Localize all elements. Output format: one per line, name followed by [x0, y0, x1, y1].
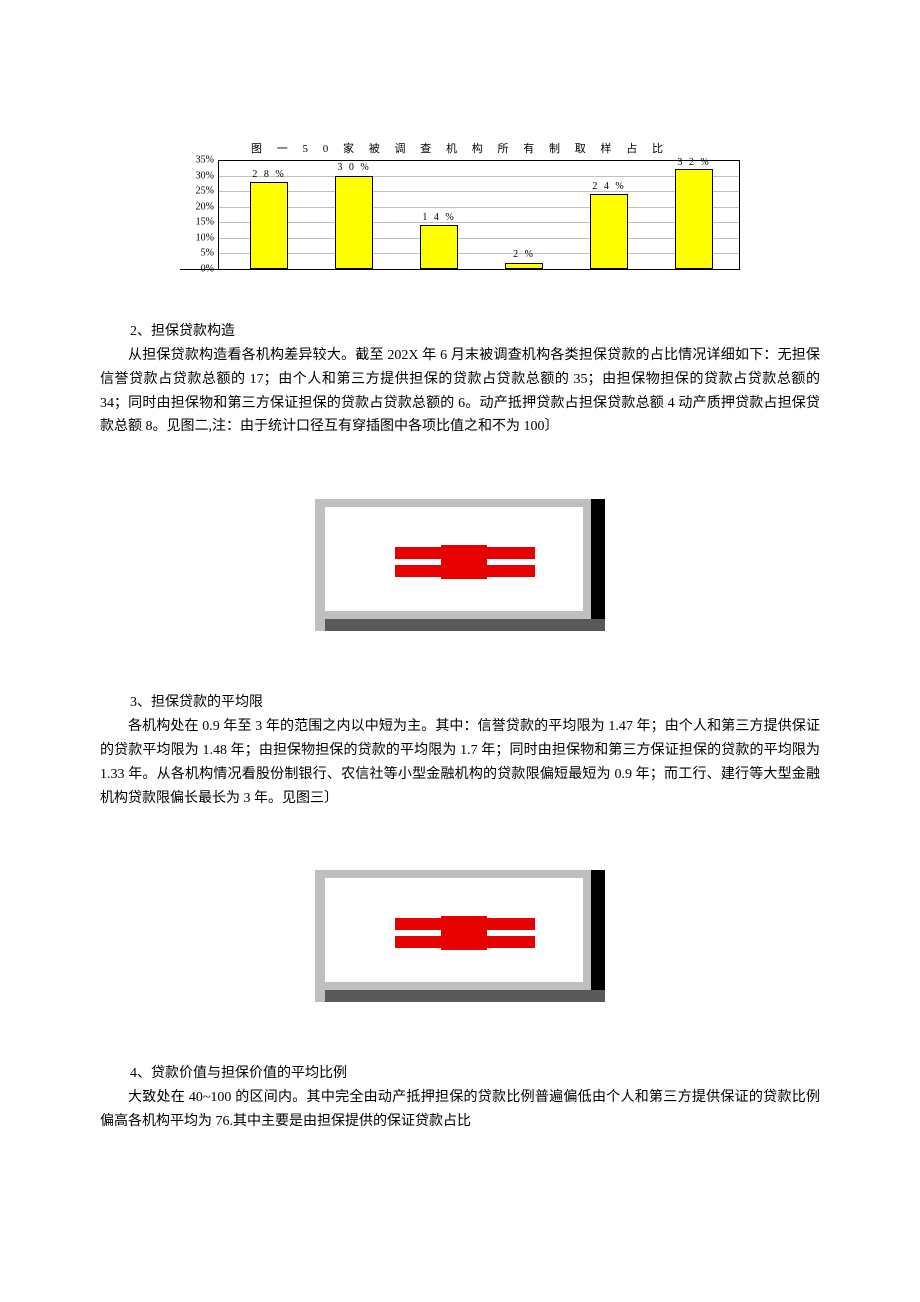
section4-heading: 4、贷款价值与担保价值的平均比例 — [130, 1062, 820, 1082]
chart1-bar-label: 1 4 % — [414, 212, 464, 223]
figure-two-placeholder — [315, 499, 605, 631]
chart1-ytick: 5% — [180, 248, 214, 259]
section2-heading: 2、担保贷款构造 — [130, 320, 820, 340]
section4-paragraph: 大致处在 40~100 的区间内。其中完全由动产抵押担保的贷款比例普遍偏低由个人… — [100, 1086, 820, 1134]
chart1-plot: 35% 30% 25% 20% 15% 10% 5% 0% 2 8 % 3 0 … — [180, 160, 740, 270]
section3-heading: 3、担保贷款的平均限 — [130, 691, 820, 711]
section2-paragraph: 从担保贷款构造看各机构差异较大。截至 202X 年 6 月末被调查机构各类担保贷… — [100, 344, 820, 439]
chart1-bar — [590, 194, 628, 269]
chart1-ytick: 35% — [180, 155, 214, 166]
chart1-bar-label: 2 4 % — [584, 181, 634, 192]
chart1-ytick: 25% — [180, 186, 214, 197]
chart1-bar-label: 3 2 % — [669, 157, 719, 168]
chart1-ytick: 0% — [180, 264, 214, 275]
chart1-ytick: 10% — [180, 232, 214, 243]
chart1-bar-label: 2 % — [499, 249, 549, 260]
chart1-bar-label: 3 0 % — [329, 162, 379, 173]
chart1-ytick: 15% — [180, 217, 214, 228]
chart1-title: 图 一 5 0 家 被 调 查 机 构 所 有 制 取 样 占 比 — [180, 140, 740, 156]
chart1-bar — [420, 225, 458, 269]
chart-figure-one: 图 一 5 0 家 被 调 查 机 构 所 有 制 取 样 占 比 35% 30… — [180, 140, 740, 270]
section3-paragraph: 各机构处在 0.9 年至 3 年的范围之内以中短为主。其中：信誉贷款的平均限为 … — [100, 715, 820, 810]
figure-three-placeholder — [315, 870, 605, 1002]
chart1-ytick: 30% — [180, 170, 214, 181]
chart1-bar — [505, 263, 543, 269]
chart1-bar — [335, 176, 373, 269]
chart1-ytick: 20% — [180, 201, 214, 212]
chart1-bar-label: 2 8 % — [244, 169, 294, 180]
chart1-bar — [675, 169, 713, 269]
chart1-bar — [250, 182, 288, 269]
